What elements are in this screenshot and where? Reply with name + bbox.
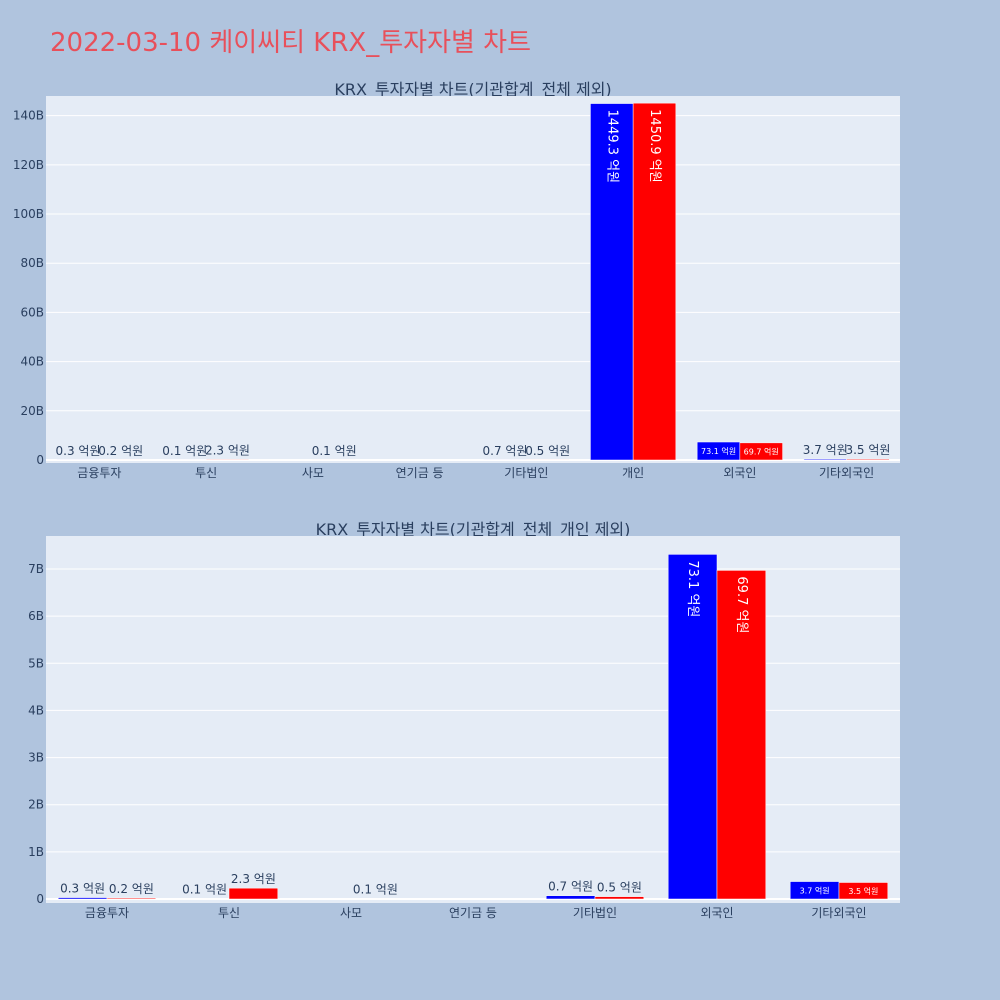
- bar: [545, 895, 596, 900]
- data-label: 0.3 억원: [56, 444, 101, 458]
- bar: [106, 897, 157, 900]
- data-label: 2.3 억원: [205, 443, 250, 457]
- chart-top: KRX_투자자별 차트(기관합계_전체 제외) 0 20B 40B 60B 80B 100B…: [13, 80, 900, 480]
- y-tick-label: 6B: [28, 609, 44, 623]
- data-label: 0.2 억원: [98, 444, 143, 458]
- bar: [590, 103, 634, 461]
- data-label: 69.7 억원: [744, 446, 779, 456]
- bar: [205, 459, 250, 461]
- x-tick-label: 기타법인: [573, 906, 617, 920]
- x-tick-label: 외국인: [700, 906, 733, 920]
- data-label: 3.5 억원: [845, 443, 890, 457]
- y-tick-label: 2B: [28, 798, 44, 812]
- chart-title: KRX_투자자별 차트(기관합계_전체 제외): [334, 80, 611, 100]
- x-tick-label: 금융투자: [85, 906, 129, 920]
- data-label: 0.7 억원: [548, 880, 593, 894]
- data-label: 0.5 억원: [525, 444, 570, 458]
- x-tick-label: 투신: [218, 906, 240, 920]
- bar: [632, 102, 677, 461]
- bar: [667, 554, 718, 900]
- y-tick-label: 1B: [28, 845, 44, 859]
- plot-area: [46, 96, 900, 463]
- data-label: 3.7 억원: [800, 885, 830, 895]
- x-tick-label: 기타외국인: [819, 466, 874, 480]
- bar: [803, 458, 847, 461]
- data-label: 69.7 억원: [734, 576, 749, 633]
- bar: [838, 882, 889, 900]
- data-label: 0.1 억원: [182, 883, 227, 897]
- bar: [57, 897, 108, 900]
- data-label: 3.7 억원: [803, 443, 848, 457]
- y-tick-label: 20B: [20, 404, 44, 418]
- x-tick-label: 연기금 등: [449, 906, 497, 920]
- bar: [228, 887, 279, 900]
- y-tick-label: 4B: [28, 703, 44, 717]
- y-tick-label: 0: [36, 453, 44, 467]
- data-label: 0.3 억원: [60, 882, 105, 896]
- y-tick-label: 60B: [20, 305, 44, 319]
- x-tick-label: 기타법인: [504, 466, 548, 480]
- data-label: 1449.3 억원: [604, 110, 619, 184]
- y-tick-label: 40B: [20, 355, 44, 369]
- plot-area: [46, 536, 900, 903]
- y-tick-label: 5B: [28, 656, 44, 670]
- y-tick-label: 140B: [13, 109, 44, 123]
- page-title: 2022-03-10 케이씨티 KRX_투자자별 차트: [50, 28, 532, 58]
- x-tick-label: 기타외국인: [811, 906, 866, 920]
- y-tick-label: 3B: [28, 751, 44, 765]
- data-label: 2.3 억원: [231, 872, 276, 886]
- bar: [739, 442, 783, 461]
- x-tick-label: 사모: [302, 466, 324, 480]
- y-tick-label: 0: [36, 892, 44, 906]
- bar: [846, 458, 890, 461]
- y-tick-label: 80B: [20, 256, 44, 270]
- x-tick-label: 투신: [195, 466, 217, 480]
- x-tick-label: 외국인: [723, 466, 756, 480]
- chart-bottom: KRX_투자자별 차트(기관합계_전체_개인 제외) 0 1B 2B 3B 4B 5B 6B 7…: [28, 520, 900, 920]
- y-tick-label: 7B: [28, 562, 44, 576]
- data-label: 0.5 억원: [597, 881, 642, 895]
- bar: [594, 896, 645, 900]
- y-tick-label: 120B: [13, 158, 44, 172]
- data-label: 3.5 억원: [848, 886, 878, 896]
- data-label: 0.1 억원: [353, 883, 398, 897]
- data-label: 73.1 억원: [685, 560, 700, 617]
- data-label: 1450.9 억원: [647, 109, 662, 183]
- y-tick-label: 100B: [13, 207, 44, 221]
- chart-title: KRX_투자자별 차트(기관합계_전체_개인 제외): [316, 520, 631, 540]
- data-label: 0.7 억원: [483, 444, 528, 458]
- x-tick-label: 개인: [622, 466, 644, 480]
- x-tick-label: 연기금 등: [396, 466, 444, 480]
- data-label: 73.1 억원: [701, 446, 736, 456]
- bar: [716, 570, 767, 900]
- x-tick-label: 사모: [340, 906, 362, 920]
- data-label: 0.1 억원: [312, 444, 357, 458]
- data-label: 0.1 억원: [162, 444, 207, 458]
- data-label: 0.2 억원: [109, 882, 154, 896]
- x-tick-label: 금융투자: [77, 466, 121, 480]
